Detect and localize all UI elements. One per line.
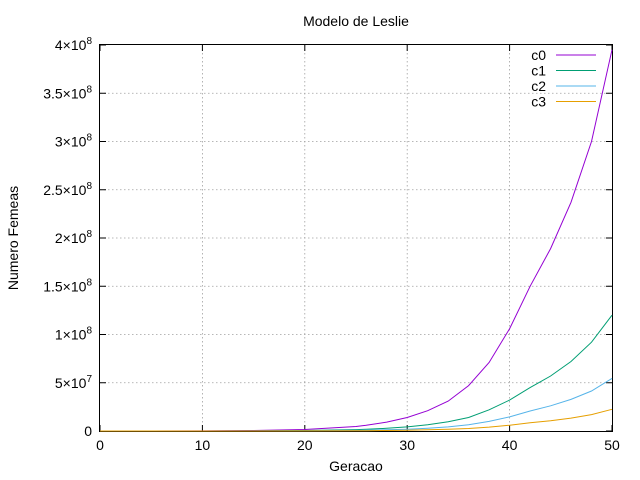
y-tick-label: 1.5×108 bbox=[43, 277, 92, 294]
y-tick-label: 0 bbox=[84, 423, 92, 439]
series-line-c3 bbox=[100, 408, 613, 432]
ticks: 0 10 20 30 40 50 0 5×107 1×108 1.5×108 2×108 2.5×10… bbox=[43, 36, 620, 453]
x-axis-label: Geracao bbox=[329, 458, 383, 474]
series-lines bbox=[100, 49, 613, 432]
y-axis-label: Numero Femeas bbox=[5, 186, 21, 290]
y-tick-label: 1×108 bbox=[55, 326, 93, 343]
legend-label-c2: c2 bbox=[531, 78, 546, 94]
x-tick-label: 40 bbox=[502, 437, 518, 453]
x-tick-label: 20 bbox=[297, 437, 313, 453]
x-tick-label: 10 bbox=[195, 437, 211, 453]
y-tick-label: 5×107 bbox=[55, 374, 93, 391]
y-tick-label: 2.5×108 bbox=[43, 181, 92, 198]
chart-title: Modelo de Leslie bbox=[303, 13, 409, 29]
y-tick-label: 3×108 bbox=[55, 133, 93, 150]
legend-label-c3: c3 bbox=[531, 94, 546, 110]
legend-label-c0: c0 bbox=[531, 47, 546, 63]
legend-label-c1: c1 bbox=[531, 63, 546, 79]
plot-frame bbox=[99, 44, 613, 432]
y-tick-label: 4×108 bbox=[55, 36, 93, 53]
x-tick-label: 50 bbox=[604, 437, 620, 453]
y-tick-label: 2×108 bbox=[55, 229, 93, 246]
grid bbox=[100, 45, 612, 431]
x-tick-label: 30 bbox=[399, 437, 415, 453]
x-tick-label: 0 bbox=[96, 437, 104, 453]
y-tick-label: 3.5×108 bbox=[43, 84, 92, 101]
